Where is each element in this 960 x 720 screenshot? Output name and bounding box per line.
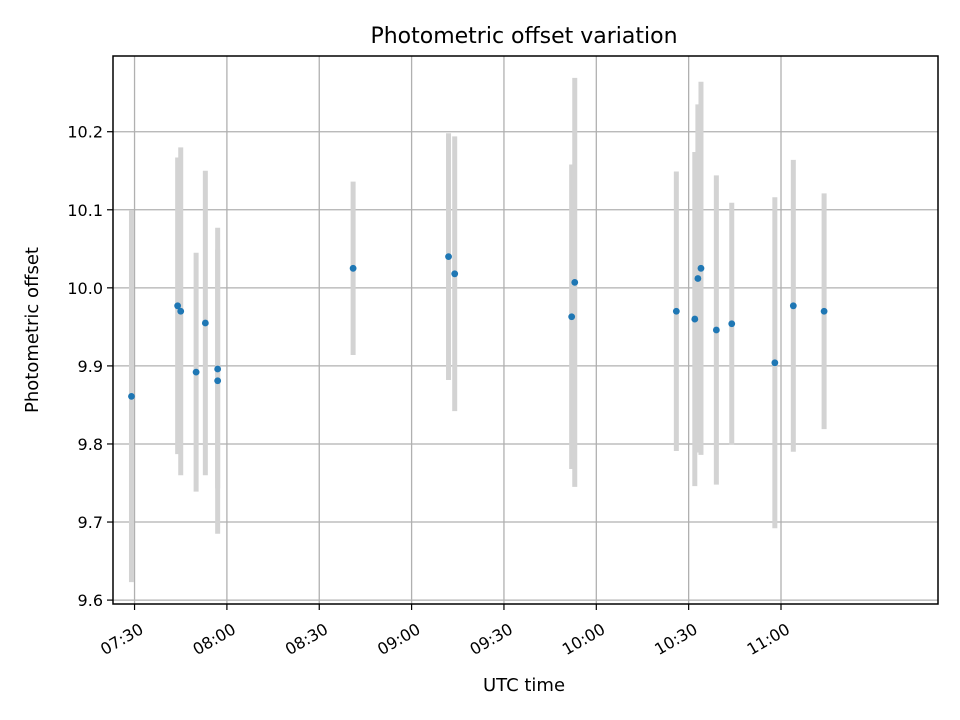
data-point: [712, 326, 720, 334]
plot-area-frame: [112, 55, 939, 605]
y-tick-label: 9.8: [78, 435, 103, 454]
data-point: [214, 365, 222, 373]
y-axis-ticks: 9.6 9.7 9.8 9.9 10.0 10.1 10.2: [67, 123, 113, 610]
data-point: [568, 313, 576, 321]
data-point: [174, 302, 182, 310]
x-axis-label: UTC time: [483, 675, 565, 696]
y-tick-label: 9.9: [78, 357, 103, 376]
data-point: [820, 307, 828, 315]
y-tick-label: 9.7: [78, 513, 103, 532]
data-point: [697, 264, 705, 272]
data-point: [214, 377, 222, 385]
data-point: [728, 320, 736, 328]
data-point: [571, 278, 579, 286]
y-tick-label: 10.1: [67, 201, 103, 220]
data-point: [691, 315, 699, 323]
grid-lines: [113, 56, 938, 604]
data-point: [445, 253, 452, 261]
data-point: [789, 302, 797, 310]
data-point: [672, 307, 680, 315]
data-point: [177, 307, 185, 315]
chart-title: Photometric offset variation: [370, 24, 677, 49]
data-point: [201, 319, 209, 327]
data-point: [128, 392, 135, 400]
data-point: [771, 359, 779, 367]
data-point: [694, 275, 702, 282]
data-point: [451, 270, 459, 278]
data-point: [192, 368, 200, 376]
y-tick-label: 10.2: [67, 123, 103, 142]
data-points: [128, 253, 828, 400]
y-axis-label: Photometric offset: [22, 247, 43, 413]
y-tick-label: 10.0: [67, 279, 103, 298]
y-tick-label: 9.6: [78, 591, 103, 610]
data-point: [349, 264, 357, 272]
